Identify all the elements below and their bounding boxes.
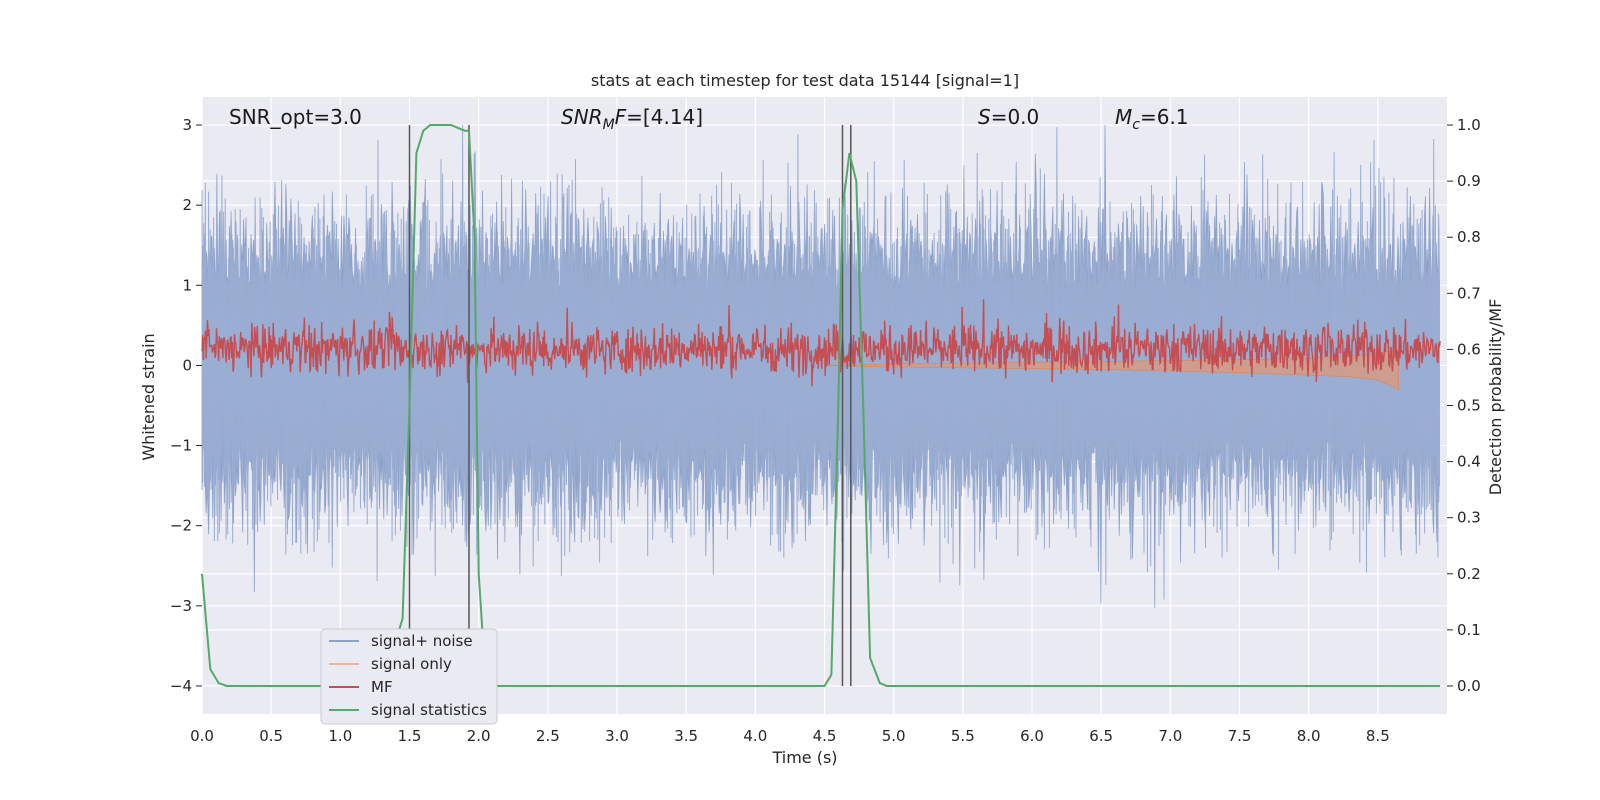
x-tick-label: 8.5 bbox=[1366, 727, 1390, 745]
x-axis-ticks: 0.0 0.5 1.0 1.5 2.0 2.5 3.0 3.5 4.0 4.5 5.0 5.5 6.0 6… bbox=[190, 727, 1390, 745]
x-tick-label: 1.5 bbox=[398, 727, 422, 745]
x-tick-label: 6.0 bbox=[1020, 727, 1044, 745]
y-tick-label: 2 bbox=[182, 196, 192, 214]
y-axis-ticks: 3 2 1 0 −1 −2 −3 −4 bbox=[170, 116, 202, 695]
mf-line bbox=[201, 299, 1441, 387]
y-tick-label: −1 bbox=[170, 437, 192, 455]
x-tick-label: 6.5 bbox=[1089, 727, 1113, 745]
y-tick-label: −4 bbox=[170, 677, 192, 695]
x-axis-label: Time (s) bbox=[771, 748, 837, 767]
x-tick-label: 3.5 bbox=[674, 727, 698, 745]
y2-tick-label: 0.6 bbox=[1457, 340, 1481, 358]
y2-axis-label: Detection probability/MF bbox=[1486, 299, 1505, 496]
y-tick-label: 1 bbox=[182, 276, 192, 294]
y2-tick-label: 0.5 bbox=[1457, 397, 1481, 415]
legend: signal+ noise signal only MF signal stat… bbox=[320, 628, 498, 725]
y-axis-label: Whitened strain bbox=[139, 333, 158, 460]
y2-tick-label: 1.0 bbox=[1457, 116, 1481, 134]
annotation-snr-mf: SNRMF=[4.14] bbox=[561, 105, 703, 133]
y2-tick-label: 0.0 bbox=[1457, 677, 1481, 695]
annotation-s: S=0.0 bbox=[978, 105, 1039, 129]
legend-label-signal-statistics: signal statistics bbox=[371, 701, 487, 719]
annotation-snr-opt: SNR_opt=3.0 bbox=[229, 105, 362, 129]
x-tick-label: 8.0 bbox=[1297, 727, 1321, 745]
y2-tick-label: 0.9 bbox=[1457, 172, 1481, 190]
x-tick-label: 2.5 bbox=[536, 727, 560, 745]
x-tick-label: 4.5 bbox=[813, 727, 837, 745]
y-tick-label: 3 bbox=[182, 116, 192, 134]
x-tick-label: 0.0 bbox=[190, 727, 214, 745]
y2-axis-ticks: 1.0 0.9 0.8 0.7 0.6 0.5 0.4 0.3 0.2 0.1 0.0 bbox=[1447, 116, 1481, 695]
legend-label-mf: MF bbox=[371, 678, 393, 696]
x-tick-label: 5.0 bbox=[882, 727, 906, 745]
x-tick-label: 7.0 bbox=[1158, 727, 1182, 745]
x-tick-label: 1.0 bbox=[328, 727, 352, 745]
y2-tick-label: 0.1 bbox=[1457, 621, 1481, 639]
y2-tick-label: 0.3 bbox=[1457, 509, 1481, 527]
y2-tick-label: 0.2 bbox=[1457, 565, 1481, 583]
legend-label-signal-only: signal only bbox=[371, 655, 452, 673]
legend-label-signal-noise: signal+ noise bbox=[371, 632, 473, 650]
y2-tick-label: 0.7 bbox=[1457, 284, 1481, 302]
y2-tick-label: 0.8 bbox=[1457, 228, 1481, 246]
annotation-mc: Mc=6.1 bbox=[1115, 105, 1189, 133]
y2-tick-label: 0.4 bbox=[1457, 453, 1481, 471]
y-tick-label: −2 bbox=[170, 517, 192, 535]
y-tick-label: −3 bbox=[170, 597, 192, 615]
x-tick-label: 7.5 bbox=[1228, 727, 1252, 745]
x-tick-label: 5.5 bbox=[951, 727, 975, 745]
chart-title: stats at each timestep for test data 151… bbox=[591, 71, 1019, 90]
x-tick-label: 4.0 bbox=[743, 727, 767, 745]
x-tick-label: 0.5 bbox=[259, 727, 283, 745]
x-tick-label: 2.0 bbox=[467, 727, 491, 745]
legend-box bbox=[320, 628, 498, 725]
y-tick-label: 0 bbox=[182, 356, 192, 374]
x-tick-label: 3.0 bbox=[605, 727, 629, 745]
mf-series bbox=[201, 299, 1441, 387]
